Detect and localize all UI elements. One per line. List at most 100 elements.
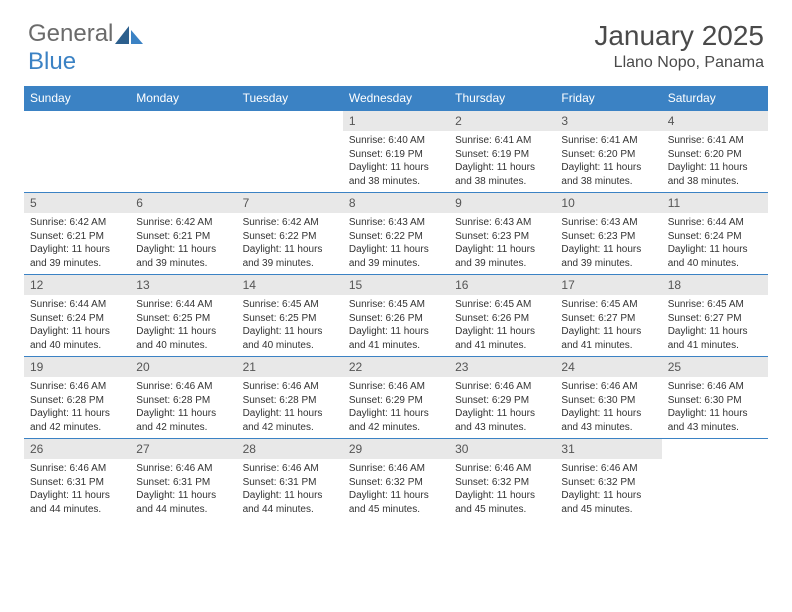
sunrise-text: Sunrise: 6:44 AM [30, 298, 124, 312]
day-body: Sunrise: 6:43 AMSunset: 6:23 PMDaylight:… [555, 213, 661, 274]
daylight-text: Daylight: 11 hours and 45 minutes. [349, 489, 443, 516]
daylight-text: Daylight: 11 hours and 38 minutes. [561, 161, 655, 188]
sunset-text: Sunset: 6:32 PM [455, 476, 549, 490]
day-number: 29 [343, 439, 449, 459]
daylight-text: Daylight: 11 hours and 44 minutes. [136, 489, 230, 516]
sunset-text: Sunset: 6:28 PM [30, 394, 124, 408]
sunrise-text: Sunrise: 6:42 AM [30, 216, 124, 230]
sunset-text: Sunset: 6:27 PM [561, 312, 655, 326]
day-body: Sunrise: 6:41 AMSunset: 6:19 PMDaylight:… [449, 131, 555, 192]
daylight-text: Daylight: 11 hours and 43 minutes. [668, 407, 762, 434]
daylight-text: Daylight: 11 hours and 42 minutes. [243, 407, 337, 434]
day-cell: 4Sunrise: 6:41 AMSunset: 6:20 PMDaylight… [662, 111, 768, 192]
sunrise-text: Sunrise: 6:41 AM [455, 134, 549, 148]
day-body [237, 117, 343, 124]
daylight-text: Daylight: 11 hours and 43 minutes. [561, 407, 655, 434]
daylight-text: Daylight: 11 hours and 39 minutes. [136, 243, 230, 270]
week-row: 1Sunrise: 6:40 AMSunset: 6:19 PMDaylight… [24, 110, 768, 192]
sunrise-text: Sunrise: 6:45 AM [455, 298, 549, 312]
sunset-text: Sunset: 6:26 PM [455, 312, 549, 326]
daylight-text: Daylight: 11 hours and 40 minutes. [30, 325, 124, 352]
week-row: 19Sunrise: 6:46 AMSunset: 6:28 PMDayligh… [24, 356, 768, 438]
sunset-text: Sunset: 6:21 PM [136, 230, 230, 244]
daylight-text: Daylight: 11 hours and 40 minutes. [136, 325, 230, 352]
day-number: 12 [24, 275, 130, 295]
day-cell: 7Sunrise: 6:42 AMSunset: 6:22 PMDaylight… [237, 193, 343, 274]
calendar-grid: Sunday Monday Tuesday Wednesday Thursday… [24, 86, 768, 520]
day-body: Sunrise: 6:46 AMSunset: 6:30 PMDaylight:… [662, 377, 768, 438]
day-number: 18 [662, 275, 768, 295]
day-number: 26 [24, 439, 130, 459]
sunrise-text: Sunrise: 6:42 AM [243, 216, 337, 230]
weekday-header: Saturday [662, 86, 768, 110]
daylight-text: Daylight: 11 hours and 42 minutes. [30, 407, 124, 434]
day-number: 15 [343, 275, 449, 295]
weekday-header: Thursday [449, 86, 555, 110]
month-title: January 2025 [594, 20, 764, 52]
daylight-text: Daylight: 11 hours and 45 minutes. [455, 489, 549, 516]
sunrise-text: Sunrise: 6:46 AM [561, 462, 655, 476]
day-cell: 29Sunrise: 6:46 AMSunset: 6:32 PMDayligh… [343, 439, 449, 520]
daylight-text: Daylight: 11 hours and 44 minutes. [30, 489, 124, 516]
sunrise-text: Sunrise: 6:42 AM [136, 216, 230, 230]
daylight-text: Daylight: 11 hours and 45 minutes. [561, 489, 655, 516]
sunset-text: Sunset: 6:32 PM [349, 476, 443, 490]
day-cell: 9Sunrise: 6:43 AMSunset: 6:23 PMDaylight… [449, 193, 555, 274]
daylight-text: Daylight: 11 hours and 42 minutes. [349, 407, 443, 434]
week-row: 12Sunrise: 6:44 AMSunset: 6:24 PMDayligh… [24, 274, 768, 356]
day-cell: 30Sunrise: 6:46 AMSunset: 6:32 PMDayligh… [449, 439, 555, 520]
day-body [130, 117, 236, 124]
sunset-text: Sunset: 6:21 PM [30, 230, 124, 244]
sail-icon [115, 26, 143, 44]
day-body: Sunrise: 6:46 AMSunset: 6:32 PMDaylight:… [343, 459, 449, 520]
day-body: Sunrise: 6:43 AMSunset: 6:22 PMDaylight:… [343, 213, 449, 274]
day-number: 13 [130, 275, 236, 295]
daylight-text: Daylight: 11 hours and 41 minutes. [668, 325, 762, 352]
day-cell [237, 111, 343, 192]
day-cell: 21Sunrise: 6:46 AMSunset: 6:28 PMDayligh… [237, 357, 343, 438]
day-cell: 12 Sunrise: 6:44 AMSunset: 6:24 PMDayligh… [24, 275, 130, 356]
day-number: 10 [555, 193, 661, 213]
daylight-text: Daylight: 11 hours and 40 minutes. [243, 325, 337, 352]
day-body: Sunrise: 6:45 AMSunset: 6:25 PMDaylight:… [237, 295, 343, 356]
sunrise-text: Sunrise: 6:46 AM [349, 380, 443, 394]
sunset-text: Sunset: 6:31 PM [30, 476, 124, 490]
day-body: Sunrise: 6:46 AMSunset: 6:31 PMDaylight:… [130, 459, 236, 520]
daylight-text: Daylight: 11 hours and 39 minutes. [349, 243, 443, 270]
weekday-header: Friday [555, 86, 661, 110]
location-text: Llano Nopo, Panama [594, 54, 764, 72]
day-cell: 6 Sunrise: 6:42 AMSunset: 6:21 PMDaylight… [130, 193, 236, 274]
sunset-text: Sunset: 6:24 PM [30, 312, 124, 326]
day-cell: 13Sunrise: 6:44 AMSunset: 6:25 PMDayligh… [130, 275, 236, 356]
sunset-text: Sunset: 6:27 PM [668, 312, 762, 326]
day-body: Sunrise: 6:45 AMSunset: 6:27 PMDaylight:… [662, 295, 768, 356]
sunrise-text: Sunrise: 6:44 AM [668, 216, 762, 230]
day-cell: 27Sunrise: 6:46 AMSunset: 6:31 PMDayligh… [130, 439, 236, 520]
brand-logo: General [28, 20, 143, 48]
sunset-text: Sunset: 6:19 PM [349, 148, 443, 162]
day-number: 28 [237, 439, 343, 459]
sunset-text: Sunset: 6:23 PM [455, 230, 549, 244]
day-body: Sunrise: 6:46 AMSunset: 6:32 PMDaylight:… [555, 459, 661, 520]
daylight-text: Daylight: 11 hours and 41 minutes. [561, 325, 655, 352]
daylight-text: Daylight: 11 hours and 42 minutes. [136, 407, 230, 434]
sunrise-text: Sunrise: 6:41 AM [561, 134, 655, 148]
day-body: Sunrise: 6:46 AMSunset: 6:30 PMDaylight:… [555, 377, 661, 438]
day-number: 27 [130, 439, 236, 459]
day-number: 21 [237, 357, 343, 377]
daylight-text: Daylight: 11 hours and 38 minutes. [455, 161, 549, 188]
daylight-text: Daylight: 11 hours and 44 minutes. [243, 489, 337, 516]
daylight-text: Daylight: 11 hours and 38 minutes. [349, 161, 443, 188]
day-cell: 16Sunrise: 6:45 AMSunset: 6:26 PMDayligh… [449, 275, 555, 356]
day-cell: 2Sunrise: 6:41 AMSunset: 6:19 PMDaylight… [449, 111, 555, 192]
day-cell: 17Sunrise: 6:45 AMSunset: 6:27 PMDayligh… [555, 275, 661, 356]
title-block: January 2025 Llano Nopo, Panama [594, 20, 764, 72]
day-cell: 31Sunrise: 6:46 AMSunset: 6:32 PMDayligh… [555, 439, 661, 520]
day-body: Sunrise: 6:46 AMSunset: 6:28 PMDaylight:… [130, 377, 236, 438]
day-cell: 23Sunrise: 6:46 AMSunset: 6:29 PMDayligh… [449, 357, 555, 438]
sunset-text: Sunset: 6:20 PM [668, 148, 762, 162]
sunrise-text: Sunrise: 6:40 AM [349, 134, 443, 148]
day-body: Sunrise: 6:40 AMSunset: 6:19 PMDaylight:… [343, 131, 449, 192]
daylight-text: Daylight: 11 hours and 41 minutes. [455, 325, 549, 352]
day-number: 6 [130, 193, 236, 213]
